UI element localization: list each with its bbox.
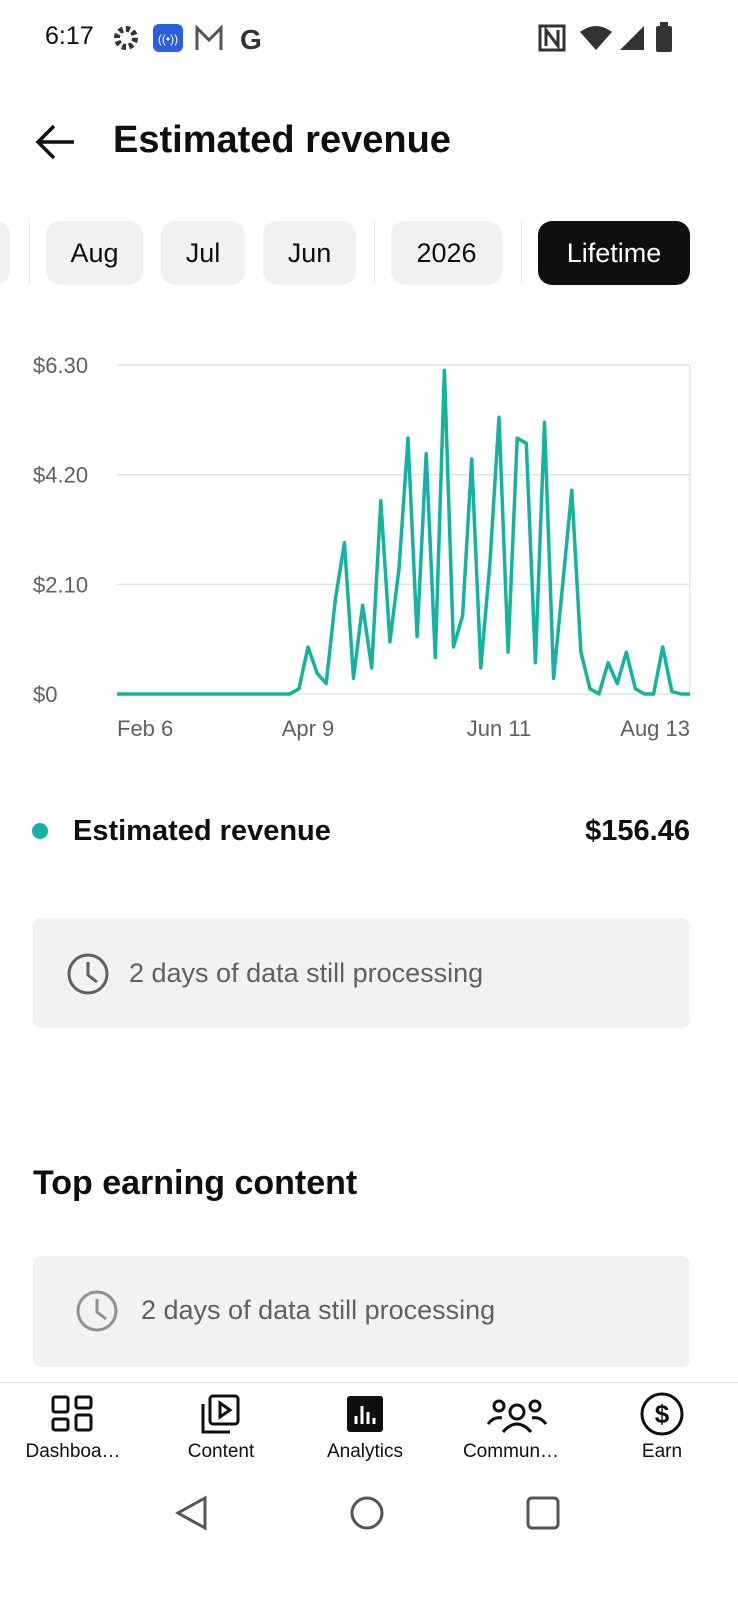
nav-label[interactable]: Commun…	[462, 1441, 560, 1462]
nav-label[interactable]: Earn	[641, 1441, 683, 1462]
nav-border	[0, 1382, 738, 1383]
status-icons: ((•)) G	[114, 24, 262, 55]
x-tick-label: Apr 9	[282, 716, 335, 741]
filter-chip[interactable]: 2026	[391, 221, 502, 285]
nav-label[interactable]: Dashboa…	[25, 1441, 121, 1462]
svg-text:((•)): ((•))	[158, 32, 178, 46]
y-tick-label: $6.30	[33, 353, 88, 378]
y-tick-label: $4.20	[33, 463, 88, 488]
status-right-icons	[538, 22, 672, 52]
legend-dot	[32, 823, 48, 839]
nav-label[interactable]: Analytics	[326, 1441, 404, 1462]
x-tick-label: Aug 13	[620, 716, 690, 741]
processing-box	[33, 1256, 690, 1367]
svg-text:$: $	[655, 1399, 670, 1429]
revenue-total: $156.46	[585, 815, 690, 847]
clock-icon	[67, 953, 109, 995]
status-time: 6:17	[45, 22, 94, 50]
filter-chip[interactable]: Aug	[46, 221, 143, 285]
nav-label[interactable]: Content	[187, 1441, 255, 1462]
nav-icons: $	[51, 1392, 684, 1436]
svg-text:G: G	[240, 24, 262, 55]
processing-text: 2 days of data still processing	[129, 958, 484, 988]
processing-box	[33, 918, 690, 1028]
section-title: Top earning content	[33, 1164, 358, 1202]
y-tick-label: $2.10	[33, 572, 88, 597]
chip-divider	[29, 222, 30, 284]
filter-chip[interactable]: Jun	[263, 221, 356, 285]
x-tick-label: Feb 6	[117, 716, 173, 741]
revenue-line	[117, 368, 690, 696]
back-button[interactable]	[34, 120, 78, 164]
page-title: Estimated revenue	[113, 119, 451, 161]
x-tick-label: Jun 11	[467, 716, 531, 741]
revenue-chart: $0 $2.10 $4.20 $6.30 Feb 6 Apr 9 Jun 11 Aug 13	[33, 353, 691, 741]
y-tick-label: $0	[33, 682, 57, 707]
chip-divider	[374, 222, 375, 284]
processing-text: 2 days of data still processing	[141, 1295, 496, 1325]
system-nav	[174, 1495, 560, 1531]
chip-divider	[521, 222, 522, 284]
clock-icon	[76, 1290, 118, 1332]
filter-chip-selected[interactable]: Lifetime	[538, 221, 690, 285]
legend-label: Estimated revenue	[73, 815, 331, 847]
filter-chip[interactable]	[0, 221, 10, 285]
filter-chip[interactable]: Jul	[161, 221, 245, 285]
